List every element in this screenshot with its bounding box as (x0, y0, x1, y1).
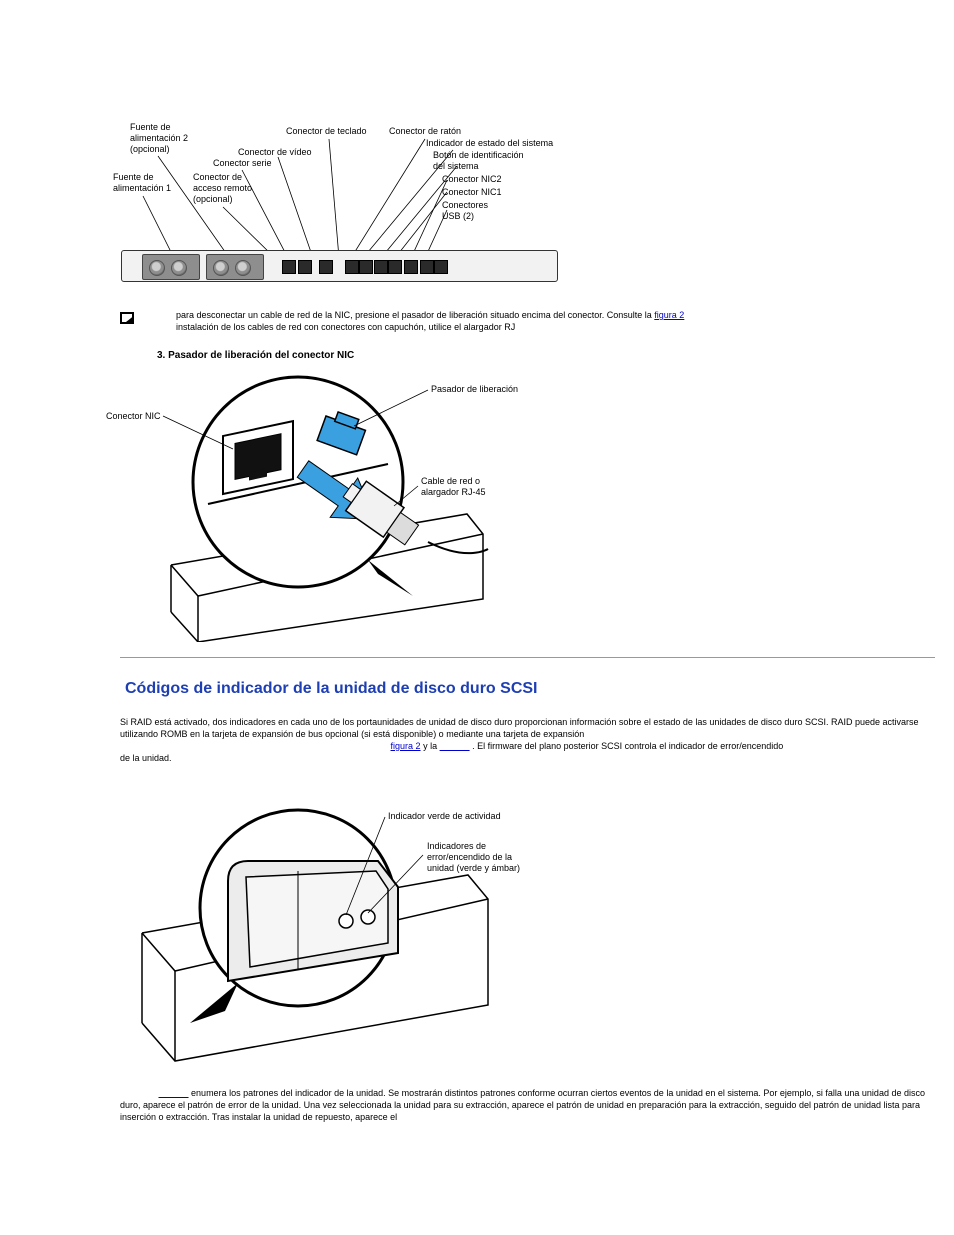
fig2-heading: 3. Pasador de liberación del conector NI… (157, 350, 354, 361)
section2-link-blank[interactable] (440, 741, 470, 751)
section2-mid: y la (423, 741, 440, 751)
port3 (319, 260, 333, 274)
fig2-svg (68, 374, 533, 642)
port6 (374, 260, 388, 274)
port1 (282, 260, 296, 274)
section2-para-before: Si RAID está activado, dos indicadores e… (120, 717, 919, 739)
port5 (359, 260, 373, 274)
section2-link-figura2[interactable]: figura 2 (391, 741, 421, 751)
note-icon (120, 312, 134, 324)
figure-rear-panel: Fuente dealimentación 2(opcional) Fuente… (113, 122, 564, 289)
note-prefix: para desconectar un cable de red de la N… (176, 310, 654, 320)
rear-panel-graphic (121, 250, 558, 282)
port2 (298, 260, 312, 274)
port8 (404, 260, 418, 274)
section2-para: Si RAID está activado, dos indicadores e… (120, 716, 935, 764)
psu1-graphic (142, 254, 200, 280)
figure-nic-release: Conector NIC Pasador de liberación Cable… (68, 374, 533, 642)
port10 (434, 260, 448, 274)
note-row: para desconectar un cable de red de la N… (120, 309, 950, 333)
bottom-para-text: enumera los patrones del indicador de la… (120, 1088, 925, 1122)
port7 (388, 260, 402, 274)
note-line2: instalación de los cables de red con con… (176, 322, 515, 332)
fig3-svg (130, 803, 550, 1065)
note-link-figura2[interactable]: figura 2 (654, 310, 684, 320)
note-text: para desconectar un cable de red de la N… (176, 309, 950, 333)
section2-para-line3: de la unidad. (120, 753, 172, 763)
port4 (345, 260, 359, 274)
bottom-para: enumera los patrones del indicador de la… (120, 1087, 935, 1123)
section2-title: Códigos de indicador de la unidad de dis… (125, 680, 537, 698)
bottom-link-blank[interactable] (159, 1088, 189, 1098)
figure-drive-indicators: Indicador verde de actividad Indicadores… (130, 803, 550, 1065)
section2-para-after: . El firmware del plano posterior SCSI c… (472, 741, 783, 751)
psu2-graphic (206, 254, 264, 280)
section-separator (120, 657, 935, 658)
port9 (420, 260, 434, 274)
